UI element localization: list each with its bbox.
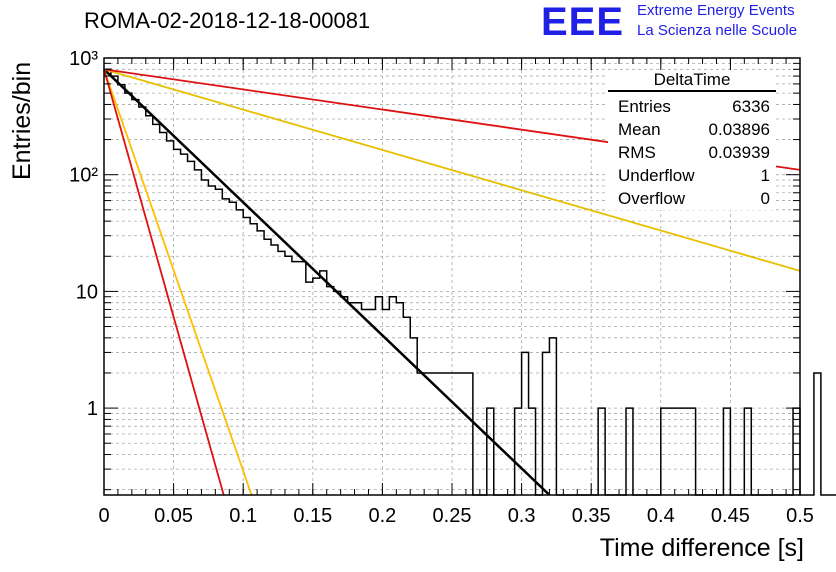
y-tick-label: 10: [76, 281, 98, 303]
stats-label: Underflow: [618, 166, 695, 185]
y-tick-label: 10²: [69, 165, 98, 187]
x-tick-label: 0.05: [154, 505, 193, 527]
stats-box: DeltaTime Entries 6336 Mean 0.03896 RMS …: [608, 70, 776, 210]
stats-row-entries: Entries 6336: [608, 95, 776, 118]
x-tick-label: 0.4: [647, 505, 675, 527]
x-axis-label: Time difference [s]: [599, 534, 804, 562]
fit-line: [103, 68, 551, 496]
stats-value: 0: [760, 189, 770, 208]
logo-subtitle-line2: La Scienza nelle Scuole: [637, 22, 798, 39]
x-tick-label: 0.2: [368, 505, 396, 527]
stats-row-overflow: Overflow 0: [608, 187, 776, 210]
logo-subtitle-line1: Extreme Energy Events: [637, 2, 795, 19]
stats-label: Overflow: [618, 189, 686, 208]
reference-line: [103, 69, 225, 496]
stats-label: Mean: [618, 120, 661, 139]
stats-label: RMS: [618, 143, 656, 162]
x-tick-label: 0: [98, 505, 109, 527]
eee-logo: EEE: [541, 0, 625, 44]
stats-row-underflow: Underflow 1: [608, 164, 776, 187]
y-tick-label: 1: [87, 398, 98, 420]
stats-value: 6336: [732, 97, 770, 116]
tick-labels: 0 0.05 0.1 0.15 0.2 0.25 0.3 0.35 0.4 0.45 0.51101…: [69, 48, 814, 527]
axis-ticks: [103, 57, 801, 495]
reference-line: [103, 68, 801, 272]
x-tick-label: 0.15: [293, 505, 332, 527]
x-tick-label: 0.45: [711, 505, 750, 527]
chart-title: ROMA-02-2018-12-18-00081: [84, 8, 371, 33]
x-tick-label: 0.35: [572, 505, 611, 527]
y-tick-label: 10³: [69, 48, 98, 70]
stats-value: 1: [760, 166, 770, 185]
stats-value: 0.03896: [708, 120, 770, 139]
reference-line: [103, 69, 253, 496]
stats-row-mean: Mean 0.03896: [608, 118, 776, 141]
x-tick-label: 0.3: [508, 505, 536, 527]
x-tick-label: 0.5: [786, 505, 814, 527]
stats-label: Entries: [618, 97, 671, 116]
y-axis-label: Entries/bin: [8, 61, 36, 180]
stats-row-rms: RMS 0.03939: [608, 141, 776, 164]
x-tick-label: 0.1: [229, 505, 257, 527]
stats-value: 0.03939: [708, 143, 770, 162]
stats-title: DeltaTime: [608, 70, 776, 92]
x-tick-label: 0.25: [433, 505, 472, 527]
